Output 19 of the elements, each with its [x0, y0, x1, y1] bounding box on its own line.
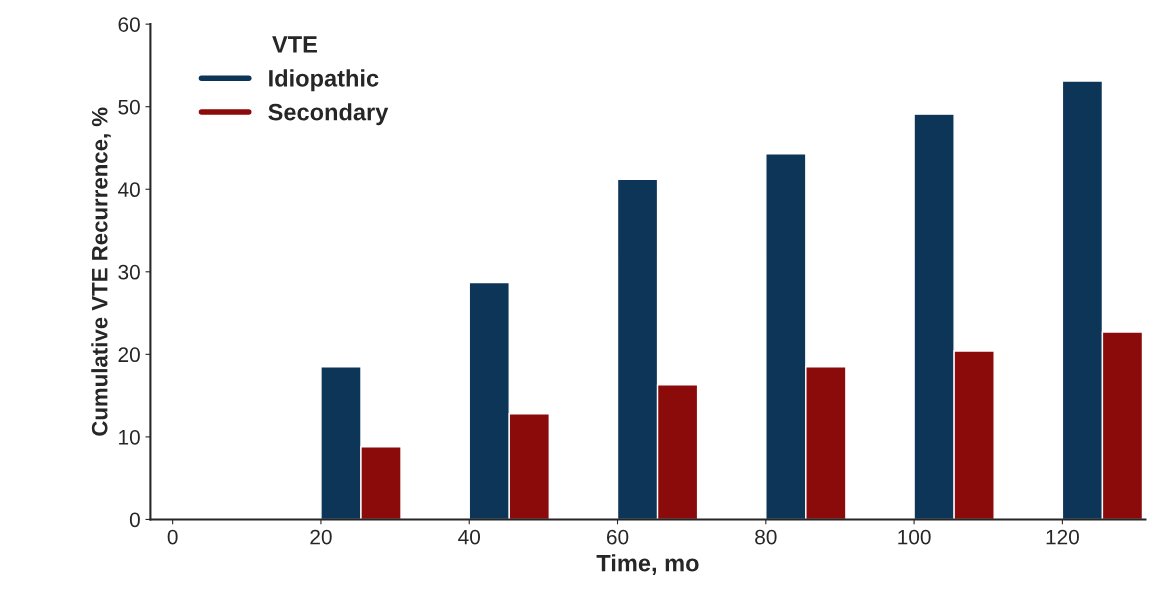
- legend-title: VTE: [272, 36, 317, 53]
- x-tick-label: 120: [1046, 529, 1079, 545]
- x-tick-label: 0: [167, 529, 178, 545]
- x-tick-label: 40: [458, 529, 480, 545]
- x-tick-label: 60: [606, 529, 629, 545]
- y-tick-label: 30: [118, 264, 140, 280]
- y-axis-title: Cumulative VTE Recurrence, %: [91, 107, 111, 436]
- y-tick-label: 20: [118, 347, 140, 363]
- legend-label: Idiopathic: [269, 69, 379, 92]
- y-tick-label: 0: [129, 512, 140, 528]
- x-tick-label: 80: [755, 529, 777, 545]
- legend-label: Secondary: [268, 103, 389, 126]
- y-tick-label: 60: [118, 17, 140, 32]
- y-tick-label: 50: [118, 99, 140, 115]
- y-tick-label: 40: [118, 182, 140, 198]
- x-tick-label: 20: [310, 529, 332, 545]
- x-tick-label: 100: [898, 529, 931, 545]
- y-tick-label: 10: [119, 429, 140, 445]
- x-axis-title: Time, mo: [596, 554, 699, 575]
